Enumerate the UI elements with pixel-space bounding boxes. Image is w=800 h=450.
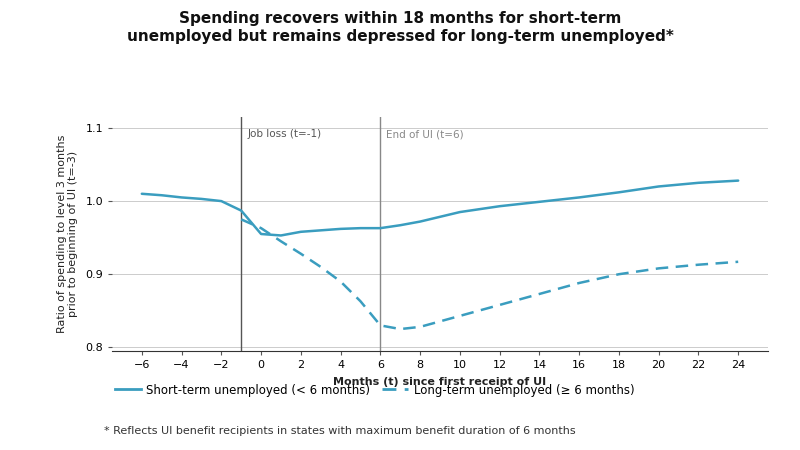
Y-axis label: Ratio of spending to level 3 months
prior to beginning of UI (t=-3): Ratio of spending to level 3 months prio… [57, 135, 78, 333]
Text: Job loss (t=-1): Job loss (t=-1) [247, 130, 322, 140]
Text: Spending recovers within 18 months for short-term
unemployed but remains depress: Spending recovers within 18 months for s… [126, 11, 674, 44]
X-axis label: Months (t) since first receipt of UI: Months (t) since first receipt of UI [334, 377, 546, 387]
Legend: Short-term unemployed (< 6 months), Long-term unemployed (≥ 6 months): Short-term unemployed (< 6 months), Long… [110, 379, 639, 401]
Text: End of UI (t=6): End of UI (t=6) [386, 130, 464, 140]
Text: * Reflects UI benefit recipients in states with maximum benefit duration of 6 mo: * Reflects UI benefit recipients in stat… [104, 427, 576, 436]
